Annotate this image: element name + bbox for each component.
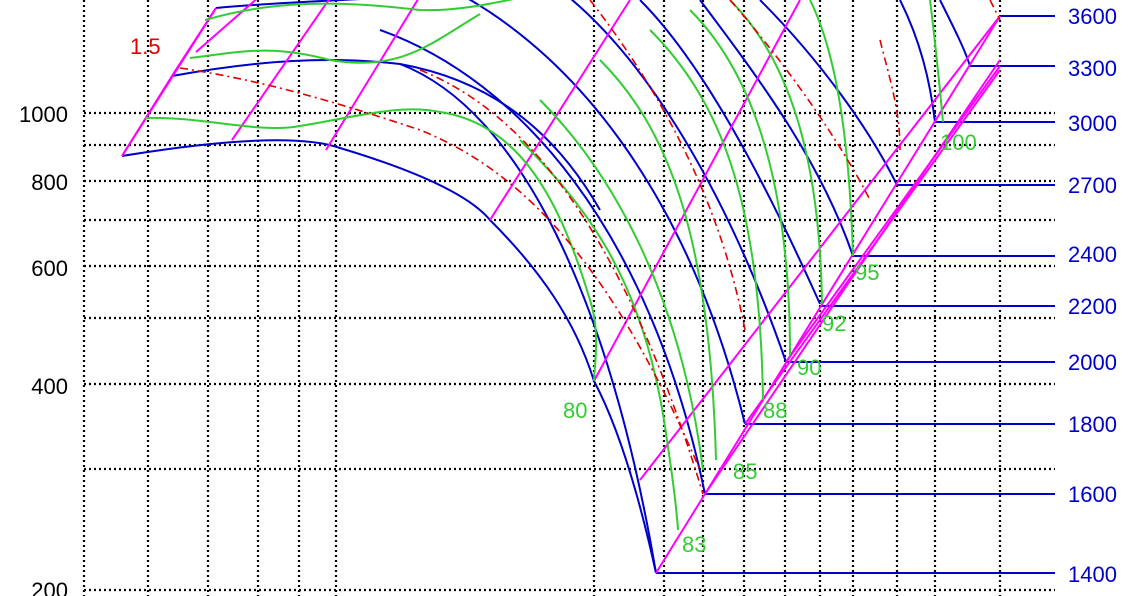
efficiency-contour-3	[519, 139, 679, 531]
speed-curve-3600	[215, 0, 361, 9]
left-tick-400: 400	[31, 374, 68, 399]
efficiency-contour-1	[189, 13, 481, 64]
right-tick-1400: 1400	[1068, 562, 1117, 587]
efficiency-contour-6	[649, 29, 764, 401]
right-tick-2700: 2700	[1068, 173, 1117, 198]
speed-curve-2400	[593, 380, 657, 574]
left-tick-800: 800	[31, 170, 68, 195]
surge-line-4	[593, 0, 801, 382]
surge-boundary	[121, 7, 217, 157]
efficiency-label-92: 92	[822, 311, 846, 336]
efficiency-contour-9	[809, 0, 854, 257]
efficiency-label-83: 83	[682, 532, 706, 557]
speed-curve-1600	[379, 29, 706, 495]
efficiency-label-85: 85	[733, 459, 757, 484]
speed-curve-3000	[121, 139, 491, 221]
curves-layer	[121, 0, 1055, 574]
efficiency-contour-2	[144, 108, 598, 382]
dash-dot-line-4	[879, 39, 901, 151]
efficiency-label-95: 95	[855, 260, 879, 285]
grid-lines	[82, 0, 1055, 596]
dash-dot-line-3	[729, 0, 871, 201]
dash-dot-line-0	[179, 67, 701, 471]
speed-curve-1800	[468, 0, 746, 425]
annotation-label: 1.5	[130, 34, 161, 59]
efficiency-contour-10	[929, 0, 944, 123]
efficiency-contour-5	[599, 59, 717, 461]
speed-curve-2000	[570, 0, 787, 363]
speed-arc-right-4	[939, 0, 971, 67]
efficiency-label-80: 80	[563, 398, 587, 423]
speed-arc-right-3	[899, 0, 936, 123]
efficiency-label-90: 90	[797, 355, 821, 380]
left-tick-200: 200	[31, 578, 68, 596]
right-tick-2400: 2400	[1068, 242, 1117, 267]
efficiency-contour-8	[729, 0, 823, 305]
right-tick-1800: 1800	[1068, 412, 1117, 437]
right-tick-3300: 3300	[1068, 56, 1117, 81]
right-tick-1600: 1600	[1068, 482, 1117, 507]
efficiency-label-100: 100	[940, 130, 977, 155]
surge-line-11	[195, 0, 257, 53]
speed-arc-right-1	[699, 0, 854, 257]
efficiency-label-88: 88	[763, 398, 787, 423]
right-tick-2000: 2000	[1068, 350, 1117, 375]
efficiency-contour-0	[204, 0, 514, 21]
right-tick-3600: 3600	[1068, 4, 1117, 29]
surge-line-2	[325, 0, 419, 151]
right-tick-3000: 3000	[1068, 111, 1117, 136]
surge-line-1	[231, 0, 330, 141]
speed-curve-1400	[399, 63, 657, 574]
surge-line-9	[785, 65, 1001, 363]
labels-layer: 200 400 600 800 1000 3600 3300 3000 2700 2400 2200…	[19, 4, 1117, 596]
dash-dot-line-5	[989, 0, 1001, 21]
left-tick-1000: 1000	[19, 102, 68, 127]
surge-line-8	[744, 69, 1001, 425]
dash-dot-line-1	[419, 69, 704, 495]
right-tick-2200: 2200	[1068, 294, 1117, 319]
efficiency-contour-4	[539, 99, 704, 471]
speed-curve-2200	[639, 0, 821, 305]
surge-line-3	[489, 0, 631, 221]
speed-curve-2700	[489, 219, 595, 382]
efficiency-contour-7	[689, 9, 791, 356]
left-tick-600: 600	[31, 256, 68, 281]
speed-arc-right-2	[759, 0, 898, 186]
